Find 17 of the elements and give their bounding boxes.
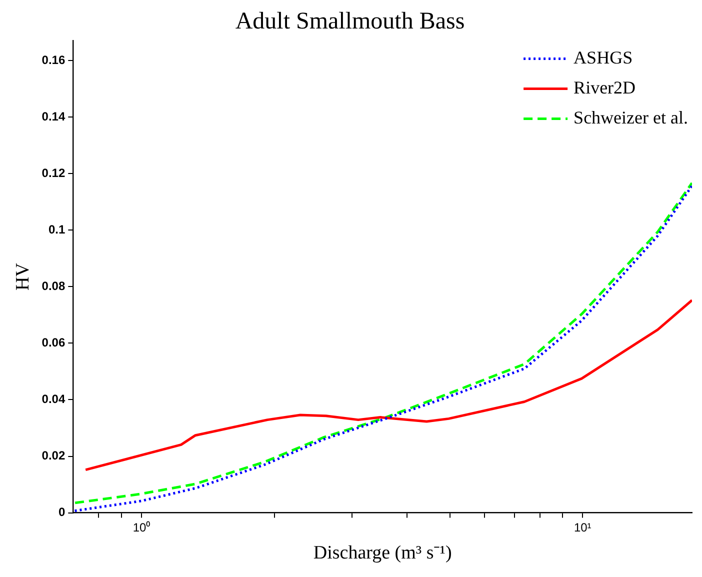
legend-label: River2D: [574, 78, 636, 98]
y-tick-label: 0: [58, 505, 66, 520]
legend-label: Schweizer et al.: [574, 108, 688, 128]
y-tick-label: 0.14: [42, 109, 66, 124]
chart-title: Adult Smallmouth Bass: [235, 8, 465, 35]
x-axis-title: Discharge (m³ s⁻¹): [313, 542, 452, 564]
x-tick-label: 10⁰: [132, 520, 150, 534]
y-tick-label: 0.02: [42, 448, 66, 463]
y-tick-label: 0.1: [48, 222, 66, 236]
y-tick-label: 0.08: [42, 279, 66, 294]
y-tick-label: 0.12: [42, 166, 66, 180]
y-tick-label: 0.06: [42, 336, 66, 350]
y-axis-title: HV: [12, 262, 34, 291]
legend-label: ASHGS: [574, 48, 633, 68]
y-tick-label: 0.16: [42, 52, 66, 67]
y-tick-label: 0.04: [42, 392, 66, 406]
x-tick-label: 10¹: [574, 520, 592, 534]
